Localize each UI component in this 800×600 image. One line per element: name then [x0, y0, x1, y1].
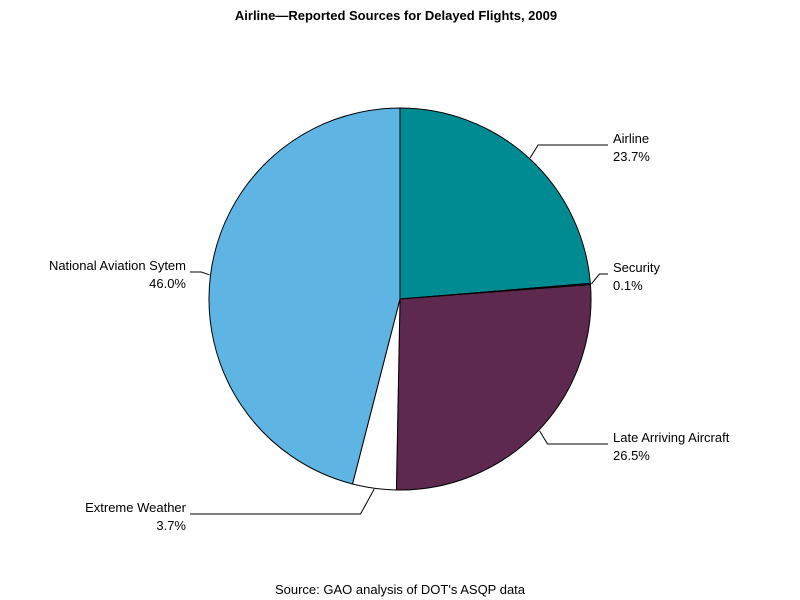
- leader-line-national-aviation-sytem: [190, 271, 210, 276]
- slice-labels: Airline 23.7% Security 0.1% Late Arriving Ai…: [49, 131, 730, 533]
- slice-value-label-extreme-weather: 3.7%: [156, 518, 186, 533]
- slice-name-label-national-aviation-sytem: National Aviation Sytem: [49, 258, 186, 273]
- pie-slice-national-aviation-sytem: [208, 107, 401, 485]
- leader-lines: [190, 144, 608, 515]
- slice-name-label-airline: Airline: [613, 131, 649, 146]
- pie-slice-late-arriving-aircraft: [395, 284, 592, 491]
- pie-slice-airline: [399, 107, 591, 300]
- slice-value-label-security: 0.1%: [613, 278, 643, 293]
- leader-line-security: [591, 273, 608, 285]
- slice-value-label-late-arriving-aircraft: 26.5%: [613, 448, 650, 463]
- slice-value-label-national-aviation-sytem: 46.0%: [149, 276, 186, 291]
- slice-value-label-airline: 23.7%: [613, 149, 650, 164]
- leader-line-airline: [529, 144, 608, 159]
- leader-line-extreme-weather: [190, 489, 375, 515]
- slice-name-label-extreme-weather: Extreme Weather: [85, 500, 187, 515]
- slice-name-label-security: Security: [613, 260, 660, 275]
- chart-title: Airline—Reported Sources for Delayed Fli…: [235, 8, 557, 23]
- chart-source-note: Source: GAO analysis of DOT's ASQP data: [275, 582, 526, 597]
- pie-slices: [208, 107, 592, 491]
- leader-line-late-arriving-aircraft: [539, 430, 608, 445]
- slice-name-label-late-arriving-aircraft: Late Arriving Aircraft: [613, 430, 730, 445]
